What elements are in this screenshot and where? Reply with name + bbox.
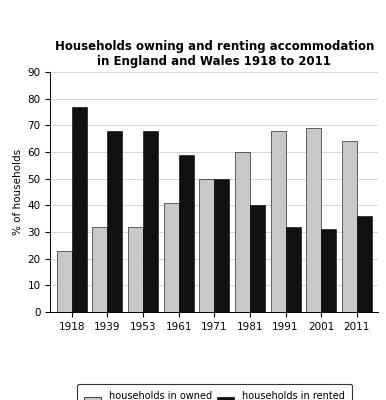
- Bar: [271, 131, 286, 312]
- Bar: [128, 227, 143, 312]
- Bar: [342, 141, 357, 312]
- Bar: [143, 131, 158, 312]
- Bar: [71, 107, 86, 312]
- Bar: [199, 179, 214, 312]
- Bar: [179, 155, 193, 312]
- Bar: [357, 216, 372, 312]
- Bar: [250, 205, 265, 312]
- Y-axis label: % of households: % of households: [13, 149, 23, 235]
- Bar: [321, 229, 336, 312]
- Bar: [57, 251, 71, 312]
- Bar: [92, 227, 107, 312]
- Bar: [306, 128, 321, 312]
- Title: Households owning and renting accommodation
in England and Wales 1918 to 2011: Households owning and renting accommodat…: [54, 40, 374, 68]
- Bar: [164, 203, 179, 312]
- Bar: [235, 152, 250, 312]
- Bar: [214, 179, 229, 312]
- Bar: [107, 131, 122, 312]
- Bar: [286, 227, 301, 312]
- Legend: households in owned
accommodation, households in rented
accommodation: households in owned accommodation, house…: [77, 384, 352, 400]
